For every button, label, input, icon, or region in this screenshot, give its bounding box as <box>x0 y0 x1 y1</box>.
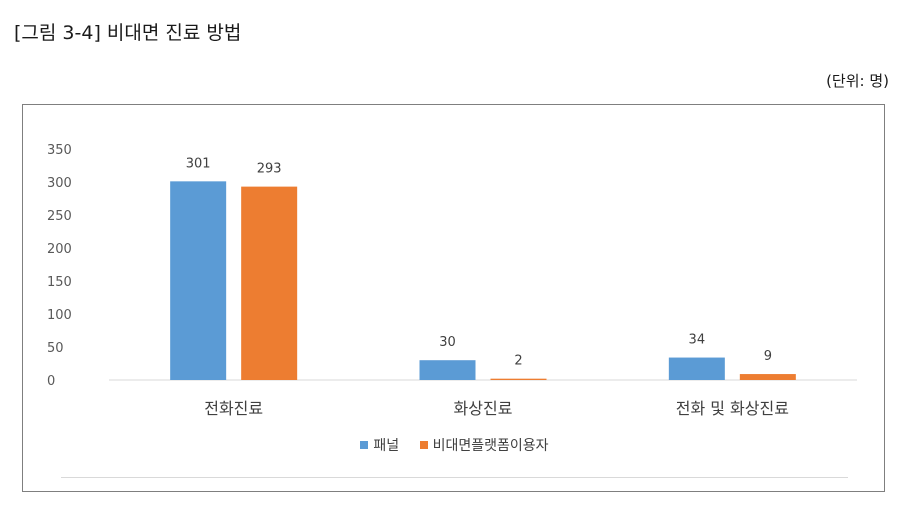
x-tick-label: 전화진료 <box>204 399 263 418</box>
y-tick-label: 200 <box>47 242 72 257</box>
bar-chart: 0 50 100 150 200 250 300 350 301 293 전화진료 30 2 화상진료 34… <box>47 143 857 418</box>
y-tick-label: 50 <box>47 341 64 356</box>
data-label: 34 <box>689 333 706 348</box>
bar <box>739 374 796 380</box>
legend-label-platform-users: 비대면플랫폼이용자 <box>432 438 549 454</box>
data-label: 301 <box>186 156 211 171</box>
chart-legend: 패널 비대면플랫폼이용자 <box>23 435 886 455</box>
data-label: 30 <box>439 335 456 350</box>
y-tick-label: 0 <box>47 374 55 389</box>
legend-divider <box>61 477 848 478</box>
data-label: 2 <box>514 354 522 369</box>
y-tick-label: 100 <box>47 308 72 323</box>
legend-item-platform-users: 비대면플랫폼이용자 <box>419 435 549 455</box>
legend-item-panel: 패널 <box>360 435 399 455</box>
legend-swatch-platform-users <box>419 441 428 449</box>
x-tick-label: 전화 및 화상진료 <box>676 399 789 418</box>
unit-note: (단위: 명) <box>826 72 889 90</box>
legend-label-panel: 패널 <box>373 438 400 454</box>
figure-title: [그림 3-4] 비대면 진료 방법 <box>14 22 242 44</box>
y-tick-label: 250 <box>47 209 72 224</box>
data-label: 293 <box>257 162 282 177</box>
data-label: 9 <box>764 349 772 364</box>
bar <box>668 357 725 380</box>
y-tick-label: 300 <box>47 176 72 191</box>
bar <box>241 186 298 380</box>
bar <box>490 378 547 380</box>
y-tick-label: 350 <box>47 143 72 158</box>
y-tick-label: 150 <box>47 275 72 290</box>
legend-swatch-panel <box>360 441 369 449</box>
bar <box>170 181 227 380</box>
x-tick-label: 화상진료 <box>454 399 513 418</box>
chart-frame: 0 50 100 150 200 250 300 350 301 293 전화진료 30 2 화상진료 34… <box>22 104 885 492</box>
bar <box>419 360 476 380</box>
